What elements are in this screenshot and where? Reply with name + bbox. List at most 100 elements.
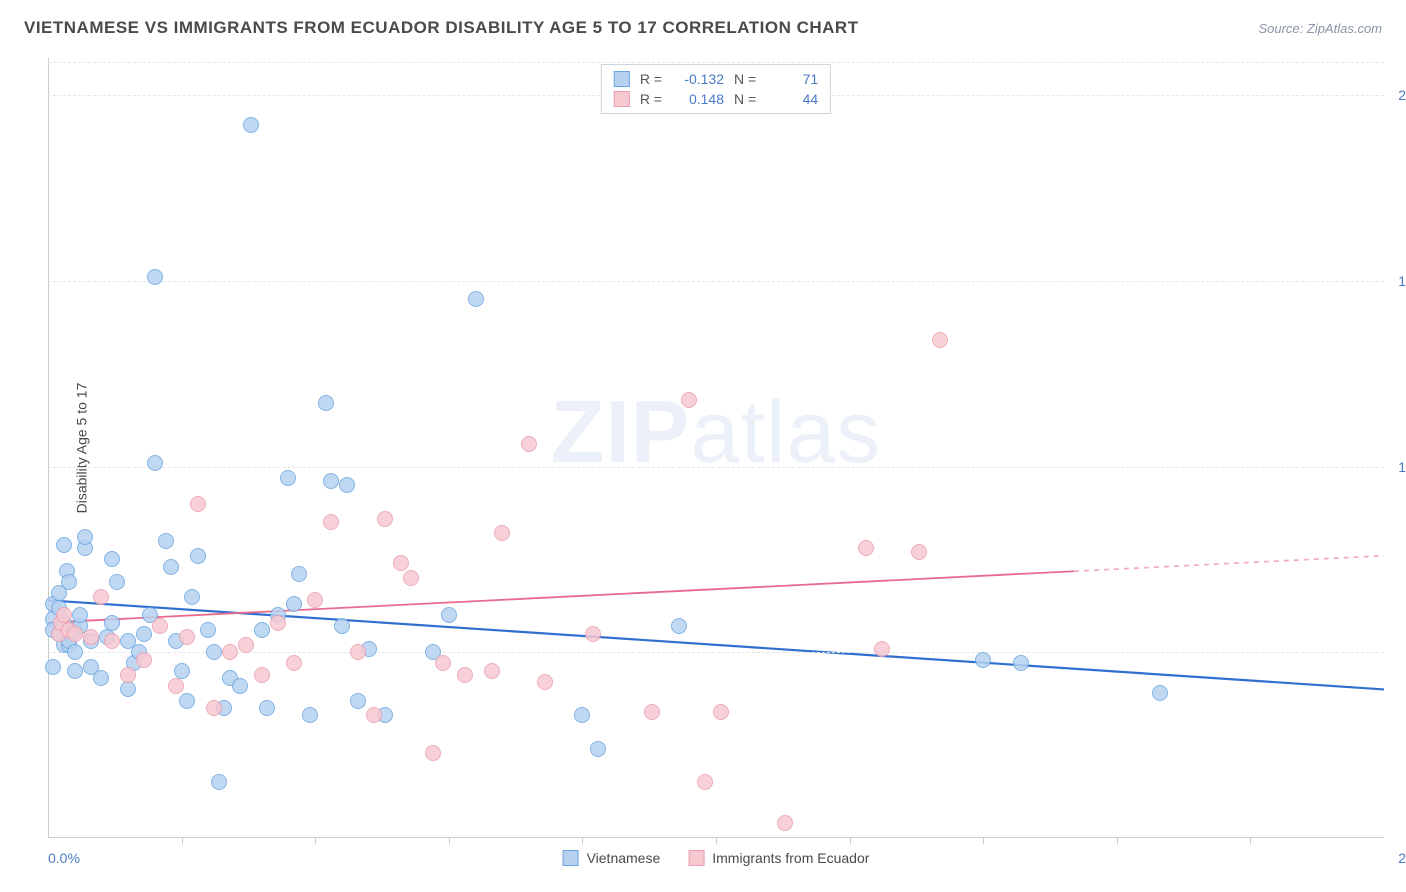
data-point bbox=[468, 291, 484, 307]
x-tick bbox=[850, 838, 851, 844]
data-point bbox=[590, 741, 606, 757]
data-point bbox=[280, 470, 296, 486]
chart-container: Disability Age 5 to 17 ZIPatlas R = -0.1… bbox=[48, 58, 1384, 838]
trend-lines bbox=[48, 58, 1384, 838]
data-point bbox=[574, 707, 590, 723]
data-point bbox=[206, 644, 222, 660]
data-point bbox=[174, 663, 190, 679]
data-point bbox=[238, 637, 254, 653]
data-point bbox=[302, 707, 318, 723]
data-point bbox=[323, 473, 339, 489]
data-point bbox=[120, 681, 136, 697]
legend-swatch-2 bbox=[614, 91, 630, 107]
data-point bbox=[858, 540, 874, 556]
data-point bbox=[61, 574, 77, 590]
n-value-2: 44 bbox=[766, 91, 818, 107]
data-point bbox=[152, 618, 168, 634]
data-point bbox=[521, 436, 537, 452]
data-point bbox=[163, 559, 179, 575]
data-point bbox=[441, 607, 457, 623]
r-label: R = bbox=[640, 91, 662, 107]
data-point bbox=[975, 652, 991, 668]
data-point bbox=[1152, 685, 1168, 701]
data-point bbox=[120, 667, 136, 683]
data-point bbox=[56, 607, 72, 623]
correlation-row-2: R = 0.148 N = 44 bbox=[614, 89, 818, 109]
n-label: N = bbox=[734, 91, 756, 107]
data-point bbox=[425, 745, 441, 761]
data-point bbox=[109, 574, 125, 590]
data-point bbox=[403, 570, 419, 586]
data-point bbox=[681, 392, 697, 408]
gridline bbox=[48, 62, 1384, 63]
x-tick bbox=[182, 838, 183, 844]
data-point bbox=[77, 529, 93, 545]
data-point bbox=[457, 667, 473, 683]
data-point bbox=[286, 655, 302, 671]
x-tick bbox=[449, 838, 450, 844]
data-point bbox=[83, 629, 99, 645]
data-point bbox=[45, 659, 61, 675]
x-tick bbox=[1117, 838, 1118, 844]
data-point bbox=[200, 622, 216, 638]
data-point bbox=[697, 774, 713, 790]
legend-swatch-1 bbox=[614, 71, 630, 87]
data-point bbox=[67, 626, 83, 642]
data-point bbox=[259, 700, 275, 716]
data-point bbox=[67, 663, 83, 679]
data-point bbox=[211, 774, 227, 790]
chart-title: VIETNAMESE VS IMMIGRANTS FROM ECUADOR DI… bbox=[24, 18, 859, 38]
data-point bbox=[585, 626, 601, 642]
n-label: N = bbox=[734, 71, 756, 87]
data-point bbox=[270, 615, 286, 631]
legend-swatch-ecuador bbox=[688, 850, 704, 866]
watermark: ZIPatlas bbox=[551, 381, 882, 483]
data-point bbox=[644, 704, 660, 720]
data-point bbox=[291, 566, 307, 582]
x-tick bbox=[582, 838, 583, 844]
data-point bbox=[158, 533, 174, 549]
data-point bbox=[339, 477, 355, 493]
data-point bbox=[286, 596, 302, 612]
series-legend: Vietnamese Immigrants from Ecuador bbox=[563, 850, 870, 866]
data-point bbox=[254, 622, 270, 638]
data-point bbox=[1013, 655, 1029, 671]
y-tick-label: 20.0% bbox=[1398, 87, 1406, 103]
gridline bbox=[48, 467, 1384, 468]
data-point bbox=[377, 511, 393, 527]
data-point bbox=[67, 644, 83, 660]
data-point bbox=[671, 618, 687, 634]
y-tick-label: 10.0% bbox=[1398, 459, 1406, 475]
r-label: R = bbox=[640, 71, 662, 87]
data-point bbox=[136, 626, 152, 642]
r-value-2: 0.148 bbox=[672, 91, 724, 107]
y-tick-label: 15.0% bbox=[1398, 273, 1406, 289]
data-point bbox=[190, 496, 206, 512]
data-point bbox=[484, 663, 500, 679]
x-tick bbox=[315, 838, 316, 844]
data-point bbox=[537, 674, 553, 690]
correlation-legend: R = -0.132 N = 71 R = 0.148 N = 44 bbox=[601, 64, 831, 114]
data-point bbox=[318, 395, 334, 411]
data-point bbox=[179, 629, 195, 645]
legend-label: Vietnamese bbox=[587, 850, 661, 866]
n-value-1: 71 bbox=[766, 71, 818, 87]
data-point bbox=[307, 592, 323, 608]
data-point bbox=[393, 555, 409, 571]
data-point bbox=[184, 589, 200, 605]
data-point bbox=[494, 525, 510, 541]
gridline bbox=[48, 652, 1384, 653]
legend-swatch-vietnamese bbox=[563, 850, 579, 866]
legend-item-ecuador: Immigrants from Ecuador bbox=[688, 850, 869, 866]
data-point bbox=[190, 548, 206, 564]
legend-label: Immigrants from Ecuador bbox=[712, 850, 869, 866]
chart-source: Source: ZipAtlas.com bbox=[1258, 21, 1382, 36]
r-value-1: -0.132 bbox=[672, 71, 724, 87]
data-point bbox=[334, 618, 350, 634]
data-point bbox=[874, 641, 890, 657]
x-tick bbox=[1250, 838, 1251, 844]
data-point bbox=[232, 678, 248, 694]
data-point bbox=[435, 655, 451, 671]
data-point bbox=[777, 815, 793, 831]
data-point bbox=[366, 707, 382, 723]
